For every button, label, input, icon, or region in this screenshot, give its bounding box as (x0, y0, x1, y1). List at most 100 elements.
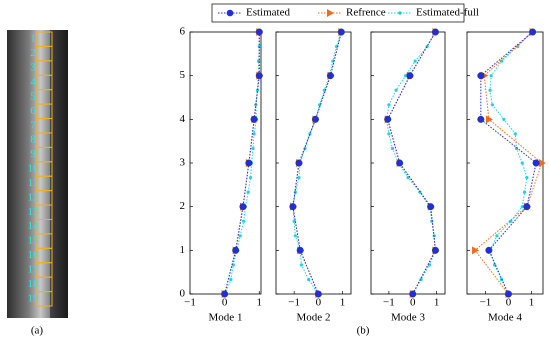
cell-label: 9 (30, 148, 36, 160)
y-tick-label: 5 (180, 69, 186, 81)
legend: Estimated Refrence Estimated-full (211, 3, 479, 23)
plot-area (275, 31, 352, 295)
cell-label: 1 (30, 33, 36, 45)
full-point (249, 175, 253, 180)
cell-label: 11 (28, 177, 39, 189)
cell-label: 16 (28, 249, 40, 261)
estimated-point (523, 203, 531, 211)
estimated-point (221, 290, 229, 298)
caption-b: (b) (357, 325, 370, 337)
x-axis-label: Mode 1 (209, 312, 243, 324)
estimated-point (337, 28, 345, 36)
full-point (522, 190, 527, 194)
estimated-point (232, 246, 240, 254)
cell-label: 8 (30, 134, 36, 146)
estimated-point (255, 72, 263, 80)
estimated-point (311, 115, 319, 123)
full-point (490, 103, 494, 107)
cell-label: 13 (28, 206, 40, 218)
y-tick-label: 3 (180, 157, 186, 169)
full-point (520, 161, 524, 165)
full-point (251, 146, 255, 151)
estimated-point (250, 115, 258, 123)
full-point (293, 234, 297, 238)
x-axis-label: Mode 3 (391, 312, 425, 324)
x-tick-label: −1 (184, 297, 196, 309)
cell-label: 19 (28, 292, 40, 304)
full-point (307, 277, 311, 282)
photo-shade (50, 30, 68, 318)
full-point (334, 44, 339, 49)
y-tick-label: 0 (180, 288, 186, 300)
x-tick-label: 0 (222, 297, 228, 309)
estimated-point (255, 28, 263, 36)
full-point (525, 175, 529, 180)
x-tick-label: 1 (529, 297, 535, 309)
legend-label: Estimated-full (416, 7, 479, 19)
full-point (509, 219, 513, 223)
estimated-point (477, 115, 485, 123)
full-point (303, 146, 307, 151)
estimated-point (289, 203, 297, 211)
reference-point (472, 246, 480, 255)
reference-point (485, 115, 493, 124)
full-point (308, 132, 312, 136)
cell-label: 10 (28, 163, 40, 175)
estimated-point (529, 28, 537, 36)
x-axis-label: Mode 2 (297, 312, 331, 324)
full-point (229, 277, 233, 282)
full-point (387, 103, 391, 107)
cell-label: 15 (28, 235, 40, 247)
estimated-point (485, 246, 493, 254)
full-point (502, 117, 506, 121)
x-tick-label: −1 (288, 297, 300, 309)
cell-label: 5 (30, 90, 36, 102)
full-point (516, 44, 520, 49)
full-point (495, 234, 499, 238)
estimated-point (296, 246, 304, 254)
estimated-point (532, 159, 540, 167)
caption-a: (a) (31, 325, 44, 337)
estimated-point (504, 290, 512, 298)
cell-label: 7 (30, 119, 36, 131)
full-point (413, 59, 417, 63)
full-point (488, 88, 492, 92)
y-tick-label: 2 (180, 200, 186, 212)
full-point (489, 74, 493, 78)
full-point (387, 132, 391, 136)
cell-label: 2 (30, 47, 36, 59)
estimated-point (314, 290, 322, 298)
grid-cell (35, 291, 53, 307)
full-point (390, 146, 395, 151)
estimated-point (396, 159, 404, 167)
legend-label: Refrence (346, 7, 386, 19)
cell-label: 14 (28, 220, 40, 232)
estimated-point (477, 72, 485, 80)
y-tick-label: 4 (180, 113, 186, 125)
full-point (252, 132, 256, 136)
legend-box (211, 3, 465, 23)
full-point (292, 219, 296, 223)
x-tick-label: −1 (383, 297, 395, 309)
estimated-point (431, 28, 439, 36)
estimated-point (245, 159, 253, 167)
full-point (255, 88, 260, 92)
full-point (238, 234, 242, 238)
x-tick-label: 0 (506, 297, 512, 309)
reference-point (538, 159, 546, 167)
x-tick-label: 0 (316, 297, 322, 309)
estimated-point (431, 246, 439, 254)
estimated-point (239, 203, 247, 211)
plot-area (370, 31, 446, 295)
cell-label: 3 (30, 62, 36, 74)
y-tick-label: 6 (180, 26, 186, 38)
cell-label: 12 (28, 191, 39, 203)
full-point (404, 74, 408, 78)
legend-marker (398, 11, 402, 15)
x-tick-label: 1 (434, 297, 440, 309)
full-point (297, 175, 301, 180)
x-axis-label: Mode 4 (488, 312, 522, 324)
legend-marker (226, 9, 234, 17)
estimated-point (409, 290, 417, 298)
